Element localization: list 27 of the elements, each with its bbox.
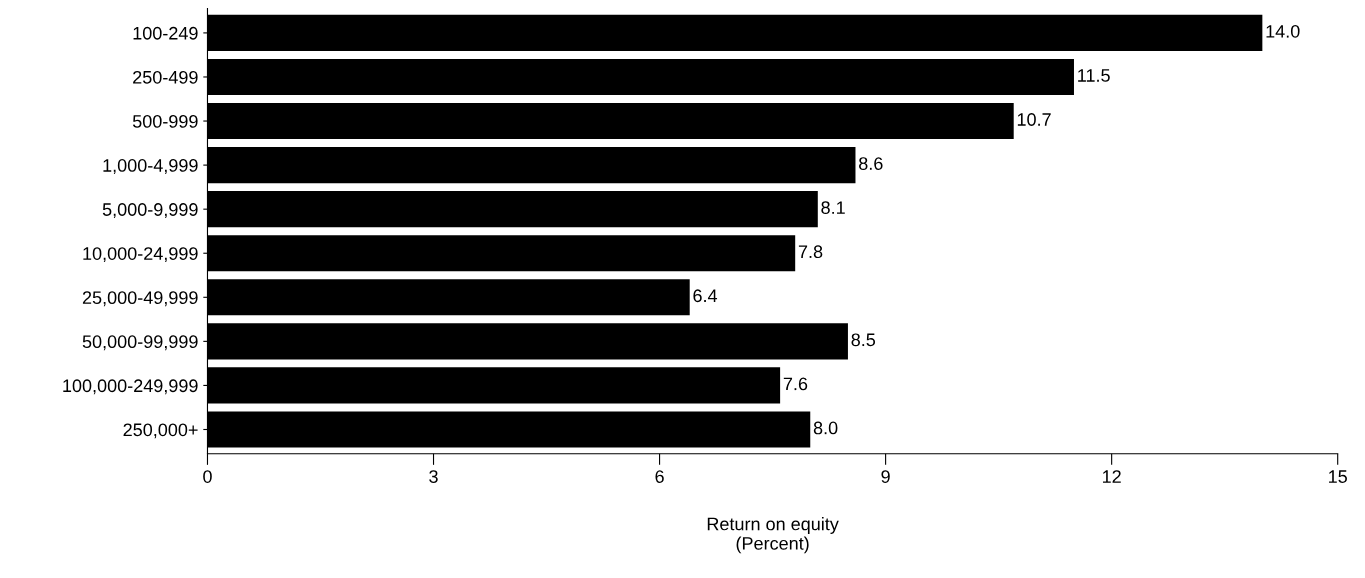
y-tick-label: 100,000-249,999	[63, 379, 198, 395]
data-label: 14.0	[1266, 24, 1300, 38]
y-tick-label: 500-999	[132, 114, 198, 128]
data-label: 7.8	[798, 245, 823, 259]
x-tick-label: 3	[429, 470, 438, 483]
x-tick-label: 6	[655, 470, 664, 483]
data-label: 8.5	[851, 333, 876, 347]
x-tick-label: 12	[1102, 470, 1121, 483]
y-tick-label: 10,000-24,999	[83, 247, 198, 263]
y-tick-label: 100-249	[133, 26, 198, 40]
x-tick-label: 0	[203, 470, 212, 483]
x-tick-label: 9	[881, 470, 890, 483]
data-label: 6.4	[693, 289, 718, 303]
y-tick-label: 250-499	[133, 70, 198, 84]
y-tick-label: 25,000-49,999	[82, 291, 198, 307]
y-tick-label: 250,000+	[123, 423, 198, 439]
x-axis-title: Return on equity (Percent)	[707, 517, 839, 554]
data-label: 8.0	[813, 421, 838, 435]
y-tick-label: 1,000-4,999	[103, 159, 198, 174]
x-tick-label: 15	[1329, 470, 1347, 483]
data-label: 11.5	[1078, 69, 1110, 82]
y-tick-label: 5,000-9,999	[102, 203, 198, 219]
data-label: 8.1	[821, 201, 845, 215]
y-tick-label: 50,000-99,999	[82, 335, 198, 351]
data-label: 8.6	[859, 157, 883, 170]
data-label: 10.7	[1017, 113, 1051, 126]
data-label: 7.6	[783, 377, 808, 391]
